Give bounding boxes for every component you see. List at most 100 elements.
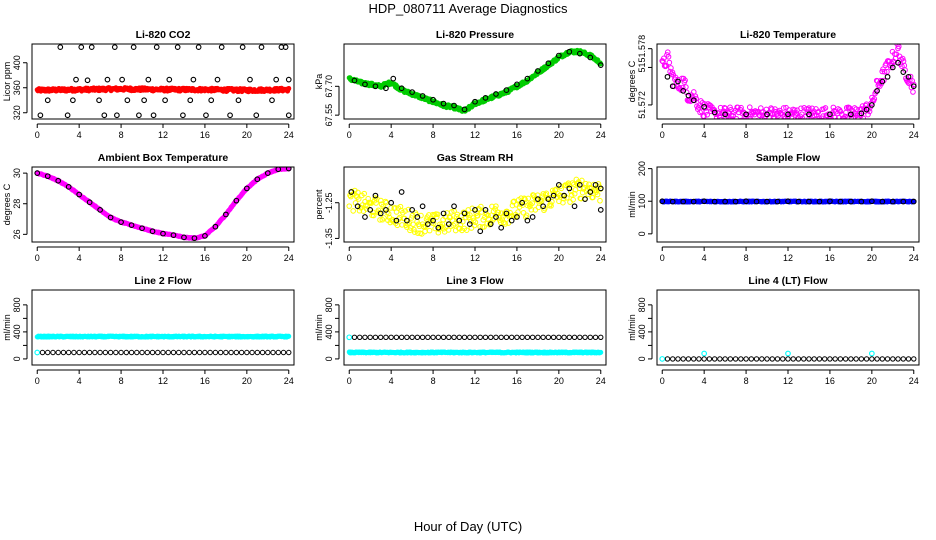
data-point: [202, 233, 208, 239]
data-point: [367, 207, 374, 213]
data-point: [582, 334, 588, 340]
data-point: [889, 198, 896, 205]
x-tick-label: 16: [825, 130, 835, 140]
series: [34, 167, 292, 242]
x-tick-label: 12: [783, 376, 793, 386]
y-tick-label: -1.35: [324, 228, 334, 249]
data-point: [60, 349, 67, 356]
data-point: [535, 68, 541, 74]
data-point: [806, 105, 812, 111]
data-point: [905, 73, 912, 80]
data-point: [664, 73, 671, 80]
data-point: [802, 114, 808, 119]
data-point: [107, 349, 114, 356]
series: [34, 85, 292, 95]
data-point: [811, 356, 817, 362]
x-tick-label: 16: [825, 253, 835, 263]
data-point: [753, 198, 760, 205]
data-point: [70, 97, 76, 104]
data-point: [766, 118, 770, 119]
data-point: [535, 204, 542, 211]
data-point: [592, 334, 599, 340]
y-tick-label: 0: [12, 356, 22, 361]
data-point: [461, 210, 468, 217]
data-point: [346, 203, 353, 209]
data-point: [377, 210, 384, 217]
data-point: [55, 349, 61, 356]
data-point: [567, 199, 573, 205]
data-point: [890, 356, 896, 362]
data-point: [798, 105, 804, 112]
data-point: [524, 334, 531, 340]
series: [346, 334, 353, 341]
data-point: [285, 167, 292, 172]
data-point: [71, 349, 77, 356]
data-point: [160, 349, 166, 356]
data-point: [461, 334, 468, 340]
data-point: [233, 349, 240, 356]
data-point: [383, 334, 389, 340]
data-point: [456, 334, 462, 340]
panel-4: Ambient Box Temperature degrees C 0 4 8 12 16 2…: [2, 152, 295, 263]
x-tick-label: 24: [909, 253, 919, 263]
data-point: [170, 349, 177, 356]
data-point: [711, 109, 718, 116]
plot-frame: [656, 43, 920, 120]
data-point: [577, 334, 583, 340]
data-point: [390, 75, 397, 82]
data-point: [685, 92, 692, 99]
plot-area: [346, 176, 604, 237]
data-point: [545, 196, 552, 202]
x-tick-label: 8: [119, 253, 124, 263]
data-point: [409, 89, 415, 95]
data-point: [832, 356, 838, 362]
x-tick-label: 12: [158, 376, 168, 386]
data-point: [114, 112, 120, 119]
data-point: [711, 198, 718, 205]
data-point: [578, 195, 584, 202]
data-point: [711, 356, 718, 362]
series: [351, 334, 604, 340]
y-tick-label: 800: [324, 297, 334, 312]
data-point: [275, 349, 281, 356]
data-point: [254, 349, 261, 356]
x-tick-label: 12: [470, 376, 480, 386]
y-tick-label: 28: [12, 199, 22, 209]
data-point: [848, 356, 854, 362]
data-point: [816, 198, 823, 205]
data-point: [404, 334, 410, 340]
data-point: [81, 349, 88, 356]
data-point: [258, 44, 265, 50]
y-tick-label: 30: [12, 168, 22, 178]
data-point: [86, 199, 93, 206]
data-point: [495, 209, 502, 216]
x-tick-label: 20: [242, 376, 252, 386]
data-point: [768, 105, 774, 111]
x-tick-label: 4: [702, 130, 707, 140]
data-point: [44, 97, 51, 104]
data-point: [481, 224, 487, 230]
data-point: [383, 85, 389, 92]
x-tick-label: 0: [347, 253, 352, 263]
data-point: [598, 349, 604, 355]
y-tick-label: 400: [637, 324, 647, 339]
data-point: [243, 185, 250, 192]
data-point: [362, 214, 368, 220]
panel-7: Line 2 Flow ml/min 0 4 8 12 16 20 24 0 400 800: [2, 275, 295, 386]
data-point: [254, 176, 261, 183]
panel-6: Sample Flow ml/min 0 4 8 12 16 20 24 0 100 200: [627, 152, 920, 263]
data-point: [895, 356, 901, 362]
data-point: [420, 223, 427, 230]
data-point: [666, 59, 673, 66]
data-point: [868, 350, 875, 357]
data-point: [910, 81, 917, 88]
data-point: [738, 356, 744, 362]
y-axis-label: ml/min: [2, 314, 12, 341]
data-point: [488, 334, 494, 340]
data-point: [424, 221, 431, 227]
data-point: [410, 221, 416, 228]
data-point: [472, 219, 479, 226]
x-tick-label: 20: [867, 130, 877, 140]
data-point: [521, 195, 528, 202]
data-point: [139, 225, 145, 232]
